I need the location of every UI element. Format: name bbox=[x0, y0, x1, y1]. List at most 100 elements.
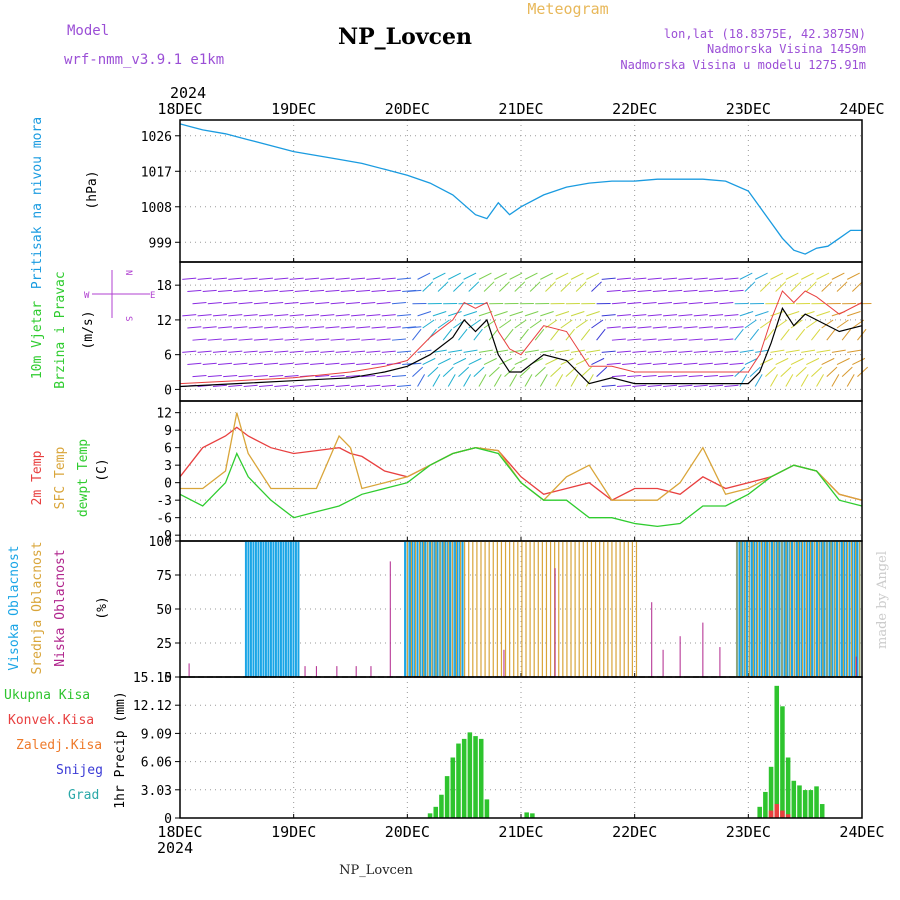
wind-barb bbox=[361, 301, 376, 305]
legend-total-rain: Ukupna Kisa bbox=[4, 688, 90, 703]
wind-barb bbox=[258, 384, 273, 388]
wind-barb bbox=[289, 350, 304, 353]
wind-barb bbox=[192, 338, 207, 341]
wind-barb bbox=[622, 289, 637, 293]
wind-barb bbox=[310, 326, 325, 329]
wind-barb bbox=[759, 281, 771, 292]
wind-barb bbox=[304, 350, 320, 353]
precip-bar-total bbox=[780, 706, 785, 818]
wind-barb bbox=[351, 350, 366, 353]
wind-barb bbox=[340, 289, 355, 293]
wind-barb bbox=[647, 384, 662, 388]
wind-barb bbox=[739, 272, 753, 280]
precip-bar-total bbox=[797, 785, 802, 818]
wind-barb bbox=[407, 362, 422, 366]
wind-barb bbox=[212, 384, 227, 388]
elevation: Nadmorska Visina 1459m bbox=[707, 42, 866, 56]
wind-barb bbox=[519, 328, 529, 341]
wind-barb bbox=[243, 350, 258, 353]
wind-barb bbox=[652, 289, 667, 293]
wind-barb bbox=[371, 289, 386, 293]
time-label-bottom: 19DEC bbox=[271, 823, 316, 841]
wind-barb bbox=[657, 338, 672, 341]
y-tick-label: 6 bbox=[164, 442, 172, 457]
wind-barb bbox=[529, 281, 541, 292]
time-label-bottom: 18DEC bbox=[157, 823, 202, 841]
wind-barb bbox=[478, 374, 487, 387]
wind-barb bbox=[693, 277, 708, 280]
wind-barb bbox=[617, 314, 632, 317]
wind-barb bbox=[407, 326, 422, 329]
wind-barb bbox=[294, 289, 309, 293]
wind-barb bbox=[514, 357, 528, 365]
wind-barb bbox=[714, 362, 729, 366]
time-label-top: 24DEC bbox=[839, 100, 884, 118]
wind-barb bbox=[663, 384, 678, 388]
wind-barb bbox=[540, 311, 554, 317]
wind-barb bbox=[192, 301, 207, 305]
wind-barb bbox=[585, 374, 594, 387]
wind-barb bbox=[688, 374, 703, 378]
wind-barb bbox=[673, 301, 688, 305]
wind-barb bbox=[775, 319, 788, 329]
wind-barb bbox=[611, 338, 626, 341]
wind-barb bbox=[663, 350, 678, 353]
wind-barb bbox=[212, 277, 227, 280]
wind-barb bbox=[790, 357, 804, 365]
wind-barb bbox=[304, 384, 320, 388]
precip-bar-total bbox=[819, 804, 825, 818]
wind-barb bbox=[841, 366, 853, 378]
wind-barb bbox=[724, 314, 739, 317]
wind-barb bbox=[816, 374, 824, 387]
wind-barb bbox=[351, 277, 366, 280]
wind-barb bbox=[494, 349, 509, 353]
wind-barb bbox=[514, 319, 527, 329]
wind-barb bbox=[238, 374, 253, 378]
wind-barb bbox=[759, 319, 773, 329]
wind-barb bbox=[279, 289, 294, 293]
wind-barb bbox=[187, 289, 202, 293]
wind-barb bbox=[187, 362, 202, 366]
coords: lon,lat (18.8375E, 42.3875N) bbox=[664, 27, 866, 41]
wind-barb bbox=[657, 374, 672, 378]
wind-barb bbox=[228, 277, 243, 280]
wind-barb bbox=[274, 314, 289, 317]
wind-barb bbox=[719, 301, 734, 305]
wind-barb bbox=[749, 328, 760, 341]
wind-barb bbox=[228, 350, 243, 353]
wind-barb bbox=[458, 366, 470, 378]
wind-barb bbox=[182, 350, 197, 353]
y-tick-label: 0 bbox=[164, 477, 172, 492]
wind-barb bbox=[586, 349, 601, 353]
wind-barb bbox=[412, 366, 424, 378]
precip-bar-total bbox=[473, 736, 478, 818]
time-label-bottom: 23DEC bbox=[726, 823, 771, 841]
precip-bar-total bbox=[439, 794, 444, 818]
wind-barb bbox=[468, 357, 482, 365]
wind-barb bbox=[335, 314, 350, 317]
wind-barb bbox=[683, 362, 698, 366]
wind-barb bbox=[519, 366, 531, 378]
wind-barbs bbox=[182, 272, 872, 388]
precip-bar-total bbox=[757, 806, 762, 818]
wind-barb bbox=[218, 326, 233, 329]
wind-barb bbox=[637, 326, 652, 329]
wind-label-1: 10m Vjetar bbox=[30, 301, 45, 379]
wind-barb bbox=[852, 357, 866, 365]
wind-barb bbox=[764, 328, 775, 341]
wind-barb bbox=[381, 277, 396, 280]
subtitle: Meteogram bbox=[527, 0, 608, 18]
wind-barb bbox=[800, 374, 809, 387]
wind-barb bbox=[693, 314, 708, 317]
legend-conv-rain: Konvek.Kisa bbox=[8, 713, 94, 728]
wind-barb bbox=[617, 384, 632, 388]
wind-barb bbox=[591, 357, 605, 365]
wind-barb bbox=[847, 311, 861, 317]
wind-barb bbox=[550, 328, 560, 341]
wind-barb bbox=[264, 326, 279, 329]
wind-barb bbox=[693, 350, 708, 353]
wind-barb bbox=[591, 319, 604, 329]
wind-barb bbox=[575, 357, 589, 365]
precip-bar-total bbox=[467, 732, 473, 818]
wind-barb bbox=[315, 301, 330, 305]
